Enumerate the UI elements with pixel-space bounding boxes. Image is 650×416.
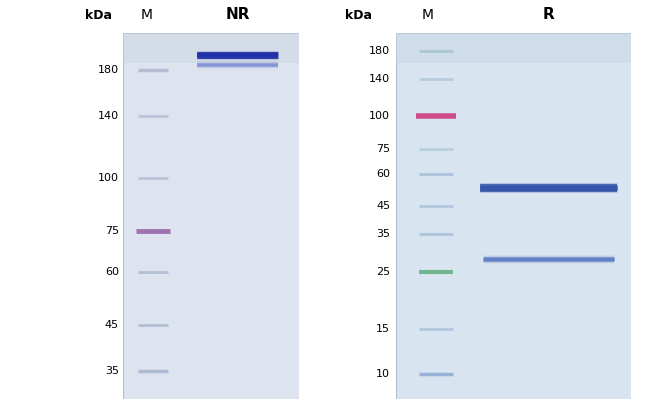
Text: 60: 60 <box>376 168 390 178</box>
Text: M: M <box>140 8 153 22</box>
Text: NR: NR <box>225 7 250 22</box>
Text: 35: 35 <box>376 229 390 239</box>
Text: kDa: kDa <box>344 9 372 22</box>
Text: kDa: kDa <box>84 9 112 22</box>
Text: 15: 15 <box>376 324 390 334</box>
Bar <box>396 33 630 62</box>
Text: 75: 75 <box>105 226 119 236</box>
Text: 100: 100 <box>98 173 119 183</box>
Text: 100: 100 <box>369 111 390 121</box>
Bar <box>123 33 299 62</box>
Text: 140: 140 <box>369 74 390 84</box>
Text: 25: 25 <box>376 267 390 277</box>
Text: 10: 10 <box>376 369 390 379</box>
Bar <box>396 33 630 399</box>
Text: M: M <box>421 8 434 22</box>
Bar <box>123 33 299 399</box>
Text: 45: 45 <box>376 201 390 211</box>
Text: 140: 140 <box>98 111 119 121</box>
Text: 180: 180 <box>369 45 390 56</box>
Text: 75: 75 <box>376 144 390 154</box>
Text: R: R <box>543 7 554 22</box>
Text: 60: 60 <box>105 267 119 277</box>
Text: 35: 35 <box>105 366 119 376</box>
Text: 180: 180 <box>98 65 119 75</box>
Text: 45: 45 <box>105 320 119 330</box>
